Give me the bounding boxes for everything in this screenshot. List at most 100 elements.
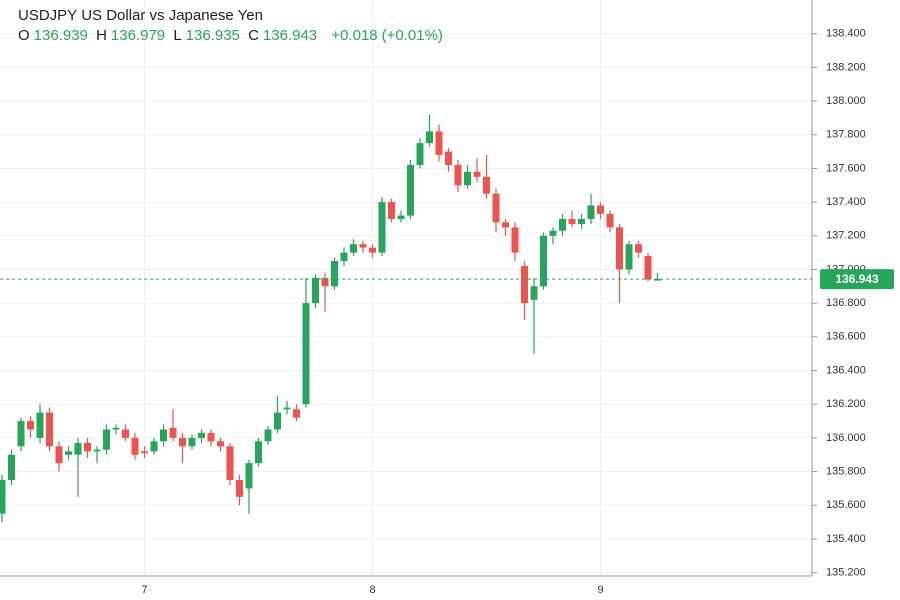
candle-body — [293, 409, 300, 418]
candle-body — [65, 451, 72, 455]
description: US Dollar vs Japanese Yen — [81, 7, 263, 24]
candle-body — [103, 429, 110, 450]
candle-body — [112, 427, 120, 430]
candle-body — [473, 171, 481, 177]
candle-body — [511, 227, 519, 253]
ohlc-label: O — [18, 27, 30, 44]
ohlc-label: C — [248, 27, 259, 44]
candle-body — [340, 252, 348, 262]
candle-body — [644, 256, 652, 280]
y-tick-label: 136.800 — [826, 297, 866, 309]
x-tick-label: 7 — [141, 584, 147, 596]
candle-body — [302, 303, 310, 405]
ohlc-value: 136.943 — [262, 27, 318, 44]
y-tick-label: 137.400 — [826, 196, 866, 208]
candle-body — [36, 412, 44, 438]
candle-body — [74, 442, 82, 455]
candle-body — [8, 454, 15, 480]
x-tick-label: 9 — [597, 584, 603, 596]
ohlc-value: 136.979 — [110, 27, 166, 44]
candle-body — [55, 446, 63, 464]
y-tick-label: 136.200 — [826, 398, 866, 410]
candle-body — [274, 412, 281, 430]
candle-body — [426, 131, 433, 144]
candle-body — [397, 215, 405, 219]
change-percent: (+0.01%) — [381, 27, 443, 44]
candle-body — [445, 151, 452, 166]
candle-body — [122, 429, 129, 438]
candle-body — [255, 441, 262, 464]
candle-body — [264, 429, 272, 442]
candle-body — [530, 286, 538, 300]
last-price-label: 136.943 — [835, 272, 879, 286]
candle-body — [46, 412, 53, 447]
candle-body — [236, 480, 243, 497]
candle-body — [312, 277, 319, 304]
y-tick-label: 138.200 — [826, 61, 866, 73]
candle-body — [587, 205, 595, 219]
candle-body — [454, 165, 462, 186]
change: +0.018 — [331, 27, 378, 44]
y-tick-label: 137.600 — [826, 162, 866, 174]
legend-header: USDJPY US Dollar vs Japanese Yen O 136.939… — [18, 6, 447, 46]
candle-body — [141, 451, 148, 454]
candle-body — [207, 432, 215, 442]
candle-body — [131, 437, 139, 455]
title-row: USDJPY US Dollar vs Japanese Yen — [18, 6, 447, 26]
candle-body — [283, 407, 291, 410]
candle-body — [635, 244, 642, 253]
candle-body — [549, 230, 557, 236]
last-price-box — [820, 269, 894, 290]
candle-body — [331, 261, 338, 287]
candle-body — [502, 222, 509, 228]
candle-body — [416, 143, 424, 166]
candle-body — [160, 429, 167, 442]
candle-body — [84, 442, 91, 452]
candle-body — [0, 480, 6, 514]
candle-body — [321, 277, 329, 287]
y-tick-label: 135.200 — [826, 567, 866, 579]
candle-body — [407, 165, 414, 216]
ohlc-value: 136.935 — [185, 27, 240, 44]
candle-body — [226, 446, 234, 480]
candle-body — [568, 218, 576, 224]
candle-body — [350, 244, 357, 253]
candle-body — [179, 437, 186, 447]
ohlc-value: 136.939 — [33, 27, 88, 44]
candle-body — [245, 463, 253, 489]
candle-body — [217, 441, 224, 447]
y-tick-label: 135.800 — [826, 465, 866, 477]
candle-body — [198, 432, 205, 438]
candle-body — [169, 427, 177, 438]
candle-body — [359, 244, 367, 248]
candle-body — [27, 421, 34, 430]
candle-body — [492, 193, 500, 223]
candle-body — [559, 218, 566, 231]
candle-body — [388, 202, 395, 219]
candle-body — [483, 176, 490, 194]
y-tick-label: 136.000 — [826, 432, 866, 444]
candle-body — [369, 247, 376, 253]
y-tick-label: 136.400 — [826, 364, 866, 376]
candle-body — [625, 244, 633, 270]
candle-body — [597, 205, 604, 214]
y-tick-label: 138.400 — [826, 28, 866, 40]
candle-body — [540, 235, 547, 287]
candle-body — [616, 227, 623, 270]
ohlc-label: L — [173, 27, 182, 44]
y-tick-label: 135.600 — [826, 499, 866, 511]
candle-body — [93, 449, 101, 452]
candle-body — [578, 218, 585, 224]
ohlc-row: O 136.939 H 136.979 L 136.935 C 136.943 +0.0… — [18, 26, 447, 46]
candle-body — [521, 266, 528, 304]
candle-body — [606, 213, 614, 228]
y-tick-label: 135.400 — [826, 533, 866, 545]
candle-body — [188, 437, 196, 447]
y-tick-label: 136.600 — [826, 331, 866, 343]
symbol: USDJPY — [18, 7, 78, 24]
y-tick-label: 137.800 — [826, 129, 866, 141]
candle-body — [150, 441, 158, 452]
candle-body — [435, 131, 443, 155]
